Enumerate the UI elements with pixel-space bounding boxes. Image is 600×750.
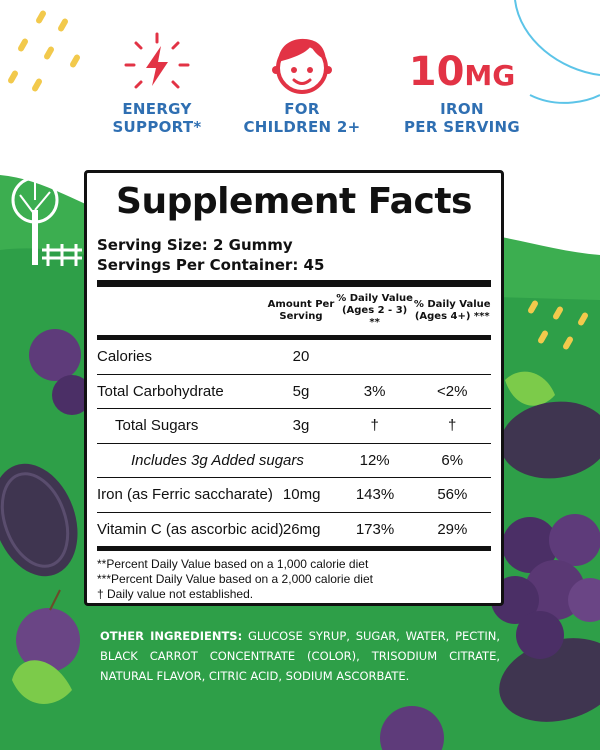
fence-icon [42,244,82,266]
thick-divider [97,280,491,287]
leaf-right-icon [505,371,555,406]
row-dv-2-3: 3% [363,382,386,400]
energy-support-label: ENERGY SUPPORT* [112,100,202,136]
row-amount: 20 [292,348,310,366]
row-amount: 3g [292,417,310,435]
blue-swirl-line [514,0,600,76]
gummy-left-icon [0,463,78,577]
footnote-2000-cal: ***Percent Daily Value based on a 2,000 … [97,572,373,586]
row-dv-4: 29% [437,520,468,538]
iron-per-serving-label: IRON PER SERVING [404,100,520,136]
row-dv-4: 6% [441,451,464,469]
table-row: Vitamin C (as ascorbic acid) 26mg 173% 2… [97,513,491,547]
table-row: Iron (as Ferric saccharate) 10mg 143% 56… [97,478,491,513]
row-dv-4: † [448,417,457,435]
facts-header-row: Amount Per Serving % Daily Value (Ages 2… [97,287,491,340]
row-amount: 26mg [282,520,321,538]
supplement-facts-panel: Supplement Facts Serving Size: 2 Gummy S… [84,170,504,606]
bottom-divider [97,546,491,551]
row-dv-2-3: 143% [355,486,395,504]
energy-bolt-icon [124,32,190,89]
facts-title: Supplement Facts [116,181,472,222]
blue-curve-line [529,94,600,104]
row-name: Total Sugars [115,417,199,435]
gummy-right-icon [499,401,600,722]
iron-amount: 10MG [382,48,542,100]
badge-iron-per-serving: 10MG IRON PER SERVING [382,30,542,136]
row-name: Total Carbohydrate [97,382,224,400]
row-dv-4: 56% [437,486,468,504]
row-amount: 10mg [282,486,321,504]
row-amount: 5g [292,382,310,400]
header-dv-ages-2-3: % Daily Value (Ages 2 - 3) ** [336,293,413,328]
iron-amount-value: 10 [408,49,465,95]
row-name: Vitamin C (as ascorbic acid) [97,520,284,538]
footnote-dv-not-established: † Daily value not established. [97,587,254,601]
header-dv-ages-4: % Daily Value (Ages 4+) *** [413,299,491,322]
row-name: Includes 3g Added sugars [131,451,304,469]
iron-amount-unit: MG [464,59,516,92]
table-row: Total Sugars 3g † † [97,409,491,444]
row-dv-4: <2% [436,382,468,400]
footnote-1000-cal: **Percent Daily Value based on a 1,000 c… [97,557,369,571]
row-dv-2-3: † [370,417,379,435]
badge-energy-support: ENERGY SUPPORT* [92,30,222,136]
serving-size: Serving Size: 2 Gummy [97,236,293,254]
header-amount: Amount Per Serving [267,299,335,322]
child-face-icon [272,38,332,94]
other-ingredients: OTHER INGREDIENTS: GLUCOSE SYRUP, SUGAR,… [100,626,500,686]
grape-bottom-icon [380,706,444,750]
yellow-dashes-right-icon [528,300,588,350]
yellow-dashes-icon [8,10,80,92]
grape-cluster-left-icon [16,329,92,672]
footnotes: **Percent Daily Value based on a 1,000 c… [97,557,491,602]
ingredients-label: OTHER INGREDIENTS: [100,629,243,643]
leaf-left-icon [12,660,72,704]
ingredients-text: GLUCOSE SYRUP, SUGAR, WATER, PECTIN, BLA… [100,629,500,683]
for-children-label: FOR CHILDREN 2+ [243,100,361,136]
row-name: Iron (as Ferric saccharate) [97,486,273,504]
servings-per-container: Servings Per Container: 45 [97,256,325,274]
table-row: Calories 20 [97,340,491,375]
grape-cluster-right-icon [491,514,600,659]
row-dv-2-3: 12% [359,451,390,469]
badge-for-children: FOR CHILDREN 2+ [232,30,372,136]
table-row: Total Carbohydrate 5g 3% <2% [97,375,491,409]
tree-icon [11,176,59,265]
row-dv-2-3: 173% [355,520,395,538]
table-row: Includes 3g Added sugars 12% 6% [97,444,491,478]
row-name: Calories [97,348,153,366]
